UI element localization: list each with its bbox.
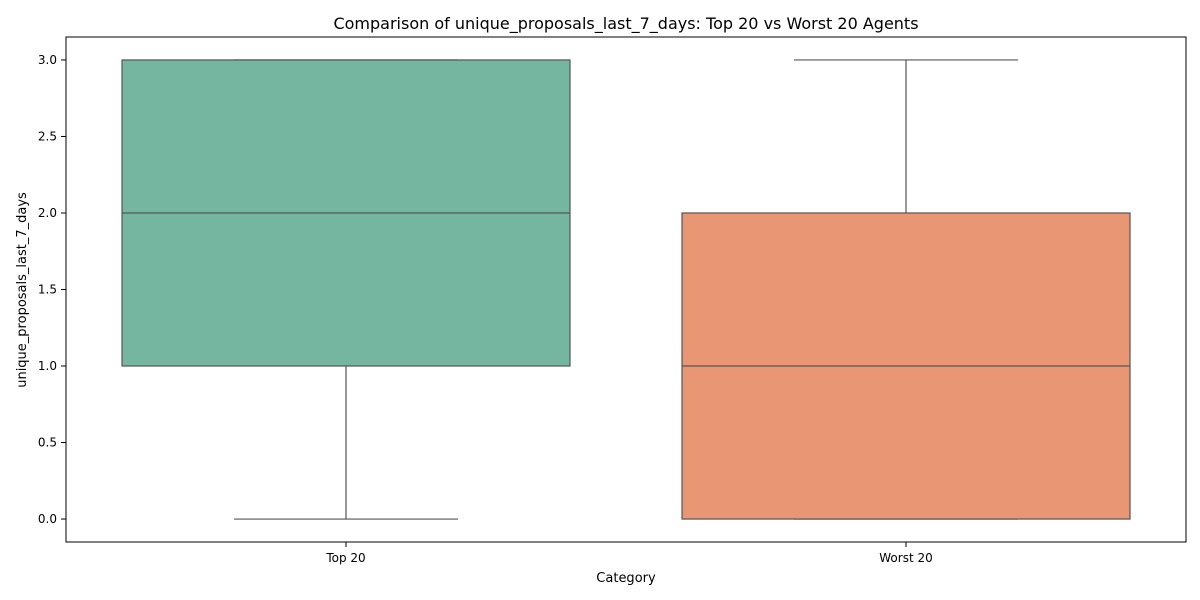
box-group-1 — [681, 59, 1131, 520]
x-axis: Top 20 Worst 20 — [325, 542, 933, 565]
box-group-0 — [121, 59, 571, 520]
y-tick-label: 3.0 — [38, 53, 57, 67]
chart-title: Comparison of unique_proposals_last_7_da… — [333, 14, 918, 34]
y-tick-label: 0.0 — [38, 512, 57, 526]
y-tick-label: 2.0 — [38, 206, 57, 220]
y-tick-label: 1.0 — [38, 359, 57, 373]
y-tick-label: 1.5 — [38, 283, 57, 297]
y-axis: 0.0 0.5 1.0 1.5 2.0 2.5 3.0 — [38, 53, 66, 526]
plot-area — [121, 59, 1131, 520]
y-axis-label: unique_proposals_last_7_days — [15, 192, 30, 388]
x-tick-label: Top 20 — [325, 551, 365, 565]
y-tick-label: 2.5 — [38, 129, 57, 143]
x-axis-label: Category — [596, 571, 656, 586]
x-tick-label: Worst 20 — [879, 551, 932, 565]
y-tick-label: 0.5 — [38, 436, 57, 450]
